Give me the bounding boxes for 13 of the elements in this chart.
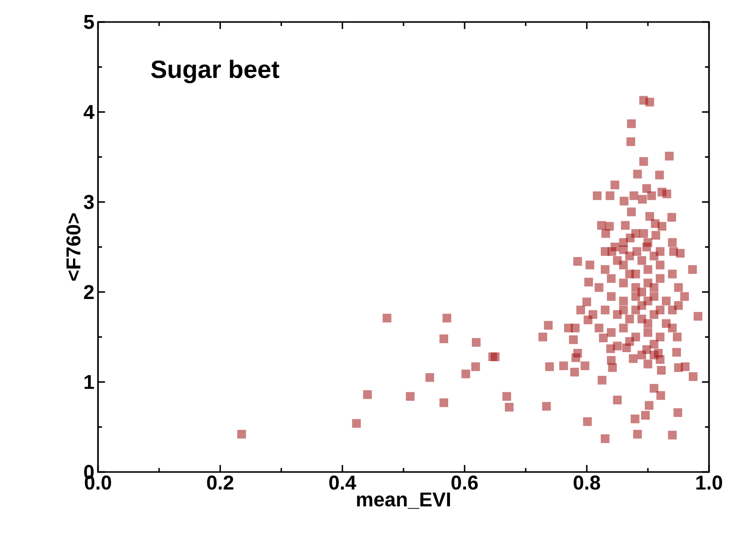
x-axis-title: mean_EVI: [357, 492, 450, 509]
x-tick-label: 0.8: [574, 476, 600, 490]
y-tick-label: 4: [84, 105, 94, 119]
y-tick-label: 3: [84, 194, 94, 210]
x-tick-label: 0.6: [451, 476, 478, 490]
x-tick-label: 0.2: [207, 476, 234, 490]
y-axis-title: <F760>: [66, 213, 80, 281]
y-tick-label: 1: [84, 375, 94, 389]
y-tick-label: 2: [84, 285, 94, 299]
y-tick-label: 5: [84, 15, 94, 29]
text: Sugar beet: [151, 60, 280, 84]
x-tick-label: 0.4: [329, 476, 356, 490]
x-tick-label: 1.0: [696, 476, 722, 490]
